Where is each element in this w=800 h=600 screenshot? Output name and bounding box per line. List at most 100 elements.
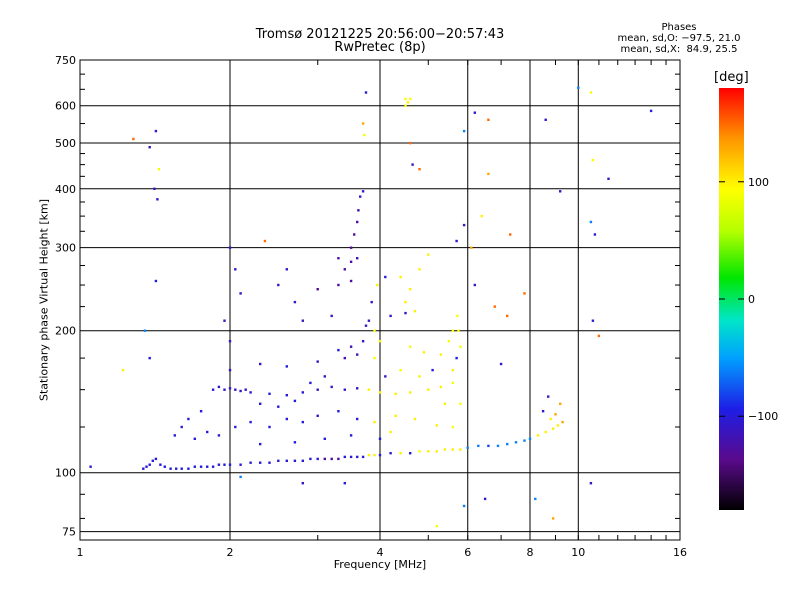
data-point (349, 246, 353, 249)
phases-stats-x-mode: mean, sd,X: 84.9, 25.5 (620, 44, 738, 55)
data-point (528, 437, 532, 440)
data-point (427, 450, 430, 453)
data-point (487, 118, 490, 121)
data-point (473, 111, 476, 114)
data-point (462, 223, 466, 227)
data-point (361, 190, 365, 193)
data-point (309, 381, 312, 385)
data-point (361, 340, 365, 343)
data-point (367, 453, 371, 457)
data-point (506, 442, 509, 446)
data-point (384, 375, 387, 378)
data-point (154, 457, 158, 461)
data-point (409, 391, 412, 394)
data-point (394, 392, 397, 395)
data-point (316, 360, 319, 363)
data-point (451, 381, 454, 385)
data-point (285, 417, 288, 421)
data-point (234, 425, 237, 429)
data-point (316, 414, 319, 417)
data-point (361, 455, 365, 459)
data-point (534, 497, 537, 501)
y-tick-label: 300 (55, 242, 76, 255)
data-point (228, 340, 232, 343)
data-point (180, 425, 183, 429)
data-point (378, 453, 382, 457)
data-point (427, 253, 430, 256)
data-point (470, 246, 473, 249)
data-point (143, 329, 147, 332)
colorbar-ticks: 100 0 −100 (719, 176, 778, 423)
colorbar-tick-label: 0 (748, 293, 755, 306)
data-point (462, 129, 466, 133)
data-point (277, 283, 280, 287)
data-point (483, 497, 487, 501)
phases-stats-heading: Phases (661, 22, 697, 33)
data-point (211, 388, 215, 391)
data-point (239, 292, 242, 295)
data-point (148, 146, 151, 149)
data-point (293, 300, 297, 304)
data-point (418, 450, 421, 453)
data-point (487, 444, 490, 448)
data-point (466, 446, 469, 449)
data-point (589, 220, 593, 224)
data-point (301, 391, 304, 394)
data-point (223, 319, 226, 322)
data-point (389, 452, 392, 455)
data-point (411, 163, 414, 166)
data-point (316, 457, 319, 461)
data-point (259, 362, 262, 366)
data-point (175, 467, 178, 470)
data-point (418, 375, 421, 378)
data-point (589, 482, 593, 485)
data-point (413, 417, 417, 421)
data-point (435, 525, 438, 528)
data-point (422, 351, 426, 354)
data-point (378, 391, 382, 394)
data-point (359, 195, 362, 198)
data-point (356, 417, 359, 421)
data-point (404, 104, 407, 107)
data-point (343, 356, 346, 360)
y-tick-label: 750 (55, 54, 76, 67)
data-point (549, 417, 552, 421)
data-point (337, 283, 340, 287)
x-tick-label: 1 (77, 546, 84, 559)
data-point (394, 414, 397, 417)
data-point (509, 233, 512, 236)
data-point (544, 430, 547, 434)
data-point (349, 434, 353, 437)
data-point (159, 463, 162, 466)
data-point (343, 388, 346, 391)
data-point (268, 425, 271, 429)
data-point (330, 385, 333, 389)
data-point (148, 356, 151, 360)
data-point (234, 268, 237, 271)
data-point (409, 288, 412, 291)
y-tick-label: 75 (62, 526, 76, 539)
data-point (451, 425, 454, 429)
data-point (399, 275, 402, 279)
data-point (187, 417, 190, 421)
data-point (268, 392, 271, 395)
data-point (514, 441, 518, 444)
data-point (301, 459, 304, 462)
data-point (151, 459, 154, 462)
data-point (268, 461, 271, 464)
data-point (349, 455, 353, 459)
y-tick-label: 200 (55, 325, 76, 338)
data-point (285, 365, 288, 368)
data-point (343, 268, 346, 271)
y-tick-label: 100 (55, 467, 76, 480)
data-point (157, 168, 161, 171)
colorbar-tick-label: 100 (748, 176, 769, 189)
data-point (293, 399, 297, 403)
data-point (443, 448, 447, 451)
data-point (330, 457, 333, 461)
data-point (343, 482, 346, 485)
data-point (404, 300, 407, 304)
data-point (234, 388, 237, 391)
data-point (577, 86, 580, 89)
data-point (259, 442, 262, 446)
